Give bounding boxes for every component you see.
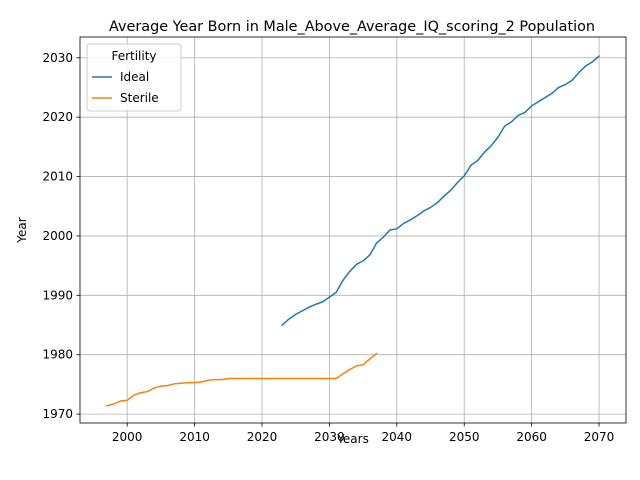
y-axis-title: Year bbox=[15, 217, 29, 243]
x-axis-title: Years bbox=[336, 432, 369, 446]
x-tick-label: 2050 bbox=[449, 430, 480, 444]
legend-label-sterile: Sterile bbox=[120, 91, 159, 105]
series-line-sterile bbox=[106, 352, 378, 407]
plot-area-frame bbox=[79, 36, 627, 424]
x-tick-label: 2040 bbox=[382, 430, 413, 444]
y-tick-label: 2030 bbox=[42, 51, 73, 65]
x-tick-label: 2060 bbox=[516, 430, 547, 444]
legend-box bbox=[86, 43, 182, 112]
y-axis-ticks: 1970 1980 1990 2000 2010 2020 2030 bbox=[42, 51, 80, 421]
x-tick-label: 2020 bbox=[247, 430, 278, 444]
x-tick-label: 2030 bbox=[314, 430, 345, 444]
x-axis-ticks: 2000 2010 2020 2030 2040 2050 2060 2070 bbox=[112, 423, 614, 444]
x-tick-label: 2000 bbox=[112, 430, 143, 444]
y-tick-label: 2020 bbox=[42, 110, 73, 124]
y-tick-label: 2010 bbox=[42, 170, 73, 184]
x-tick-label: 2070 bbox=[584, 430, 615, 444]
y-tick-label: 2000 bbox=[42, 229, 73, 243]
y-tick-label: 1990 bbox=[42, 288, 73, 302]
series-line-ideal bbox=[281, 54, 601, 327]
series-layer bbox=[106, 54, 601, 407]
legend-title: Fertility bbox=[111, 49, 156, 63]
legend: Fertility Ideal Sterile bbox=[86, 43, 182, 112]
y-tick-label: 1970 bbox=[42, 407, 73, 421]
legend-label-ideal: Ideal bbox=[120, 70, 149, 84]
grid-layer bbox=[80, 37, 626, 423]
x-tick-label: 2010 bbox=[179, 430, 210, 444]
y-tick-label: 1980 bbox=[42, 348, 73, 362]
chart-title: Average Year Born in Male_Above_Average_… bbox=[109, 19, 595, 35]
